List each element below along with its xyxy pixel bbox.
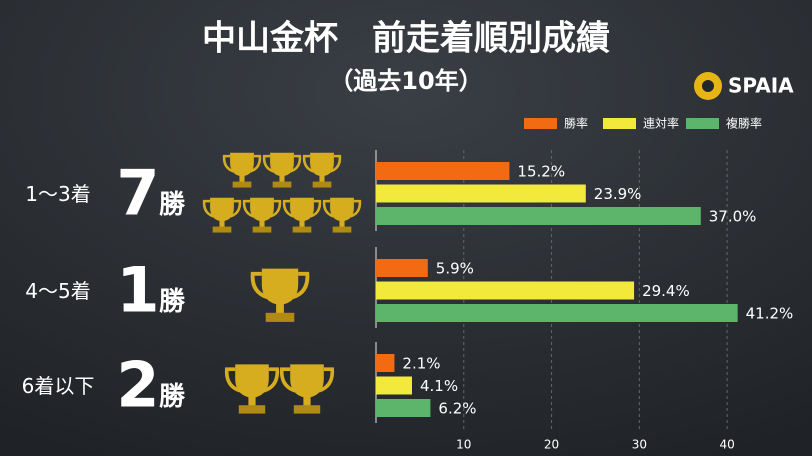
legend-label: 勝率: [564, 116, 588, 131]
win-unit: 勝: [159, 382, 186, 412]
trophy-handles: [262, 154, 302, 173]
trophy-stem: [248, 396, 256, 407]
value-label: 15.2%: [517, 163, 565, 181]
trophy-handles: [250, 271, 310, 300]
trophy-handles: [202, 199, 242, 218]
x-tick-label: 10: [456, 438, 471, 452]
value-label: 5.9%: [436, 260, 474, 278]
trophy-stem: [219, 220, 225, 228]
title: 中山金杯 前走着順別成績: [202, 19, 610, 59]
legend-swatch: [603, 118, 636, 129]
trophy-cup: [310, 152, 334, 177]
logo-text: SPAIA: [728, 74, 794, 98]
trophy-cup: [290, 197, 314, 222]
value-label: 2.1%: [402, 355, 440, 373]
trophy-cup: [270, 152, 294, 177]
trophy-handles: [242, 199, 282, 218]
subtitle: （過去10年）: [329, 67, 482, 95]
trophy: [250, 268, 310, 322]
value-label: 29.4%: [642, 282, 690, 300]
win-count: 2: [116, 349, 159, 422]
trophy-handles: [322, 199, 362, 218]
win-count: 1: [116, 254, 159, 327]
x-tick-label: 20: [544, 438, 559, 452]
trophy-handles: [282, 199, 322, 218]
trophy: [302, 152, 342, 188]
trophy-stem: [259, 220, 265, 228]
value-label: 41.2%: [746, 305, 794, 323]
win-unit: 勝: [159, 287, 186, 317]
logo-mark-inner: [702, 80, 714, 92]
trophy-stem: [303, 396, 311, 407]
trophy: [202, 197, 242, 233]
trophy-handles: [224, 367, 280, 393]
trophy: [222, 152, 262, 188]
x-tick-label: 40: [719, 438, 734, 452]
trophy: [262, 152, 302, 188]
x-tick-label: 30: [632, 438, 647, 452]
value-label: 6.2%: [438, 400, 476, 418]
bar: [376, 354, 395, 372]
trophy-cup: [261, 268, 299, 305]
value-label: 37.0%: [709, 208, 757, 226]
trophy-cup: [290, 364, 324, 398]
trophy-stem: [239, 175, 245, 183]
bar: [376, 259, 428, 277]
trophy: [322, 197, 362, 233]
trophy-handles: [279, 367, 335, 393]
trophy-cup: [210, 197, 234, 222]
legend-swatch: [686, 118, 719, 129]
trophy-cup: [330, 197, 354, 222]
trophy-base: [252, 226, 272, 233]
trophy: [242, 197, 282, 233]
trophy-stem: [319, 175, 325, 183]
trophy-base: [332, 226, 352, 233]
trophy-stem: [276, 303, 284, 315]
bar: [376, 304, 738, 322]
bar: [376, 184, 586, 203]
trophy-stem: [279, 175, 285, 183]
trophy-base: [265, 312, 295, 322]
category-label: 6着以下: [22, 374, 95, 398]
value-label: 4.1%: [420, 377, 458, 395]
trophy-base: [272, 181, 292, 188]
trophy-base: [312, 181, 332, 188]
trophy-cup: [235, 364, 269, 398]
win-count: 7: [116, 157, 159, 230]
trophy-base: [293, 405, 321, 414]
trophy-base: [292, 226, 312, 233]
trophy-stem: [339, 220, 345, 228]
trophy-base: [238, 405, 266, 414]
trophy-handles: [222, 154, 262, 173]
category-label: 1〜3着: [25, 182, 90, 206]
trophy-cup: [250, 197, 274, 222]
trophy-base: [212, 226, 232, 233]
trophy: [282, 197, 322, 233]
bar: [376, 281, 635, 300]
bar: [376, 207, 701, 225]
trophy-cup: [230, 152, 254, 177]
trophy: [279, 364, 335, 414]
win-unit: 勝: [159, 190, 186, 220]
trophy-handles: [302, 154, 342, 173]
bar: [376, 376, 412, 395]
legend-label: 複勝率: [726, 116, 762, 131]
value-label: 23.9%: [594, 185, 642, 203]
bar: [376, 399, 431, 417]
bar: [376, 162, 510, 180]
category-label: 4〜5着: [25, 279, 90, 303]
trophy-base: [232, 181, 252, 188]
trophy-stem: [299, 220, 305, 228]
legend-swatch: [524, 118, 557, 129]
logo: SPAIA: [694, 72, 794, 100]
legend-label: 連対率: [643, 116, 679, 131]
trophy: [224, 364, 280, 414]
